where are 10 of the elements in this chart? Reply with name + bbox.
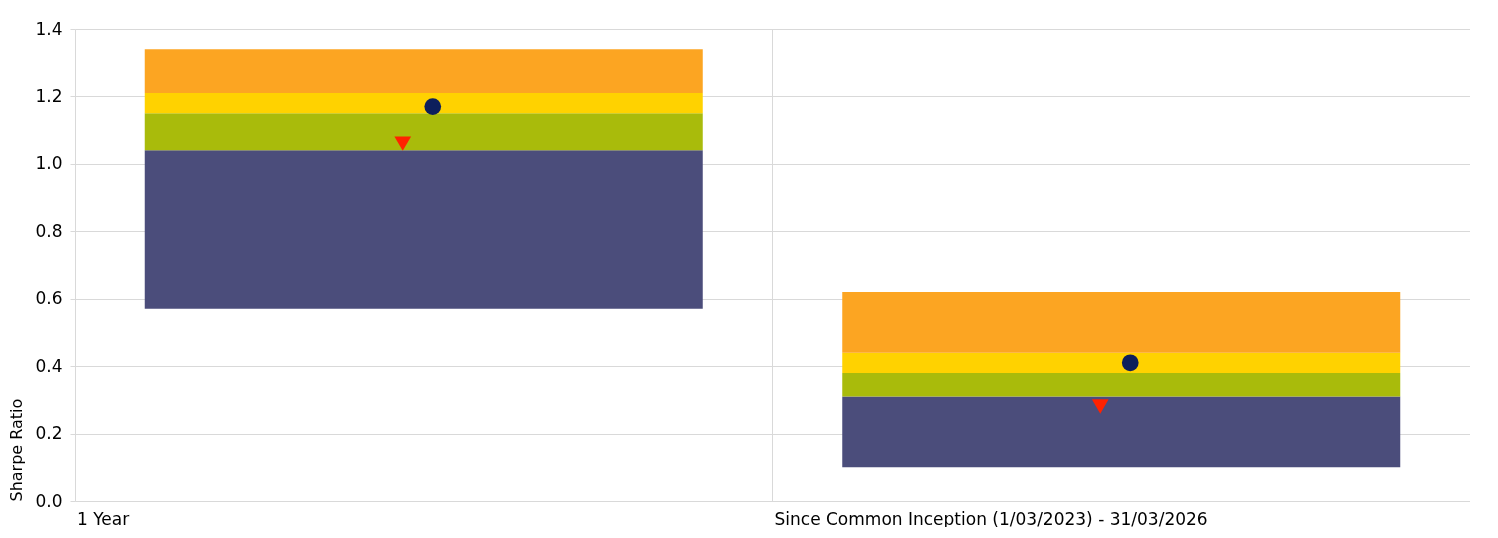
y-axis-title: Sharpe Ratio [7,398,27,502]
y-tick-label: 0.6 [35,288,63,309]
y-tick-label: 0.2 [35,423,63,444]
x-tick-label: 1 Year [77,508,130,529]
y-tick-label: 0.4 [35,355,63,376]
y-tick-label: 0.8 [35,220,63,241]
y-tick-label: 1.2 [35,85,63,106]
y-tick-label: 0.0 [35,490,63,511]
y-tick-label: 1.4 [35,18,63,39]
y-tick-label: 1.0 [35,153,63,174]
